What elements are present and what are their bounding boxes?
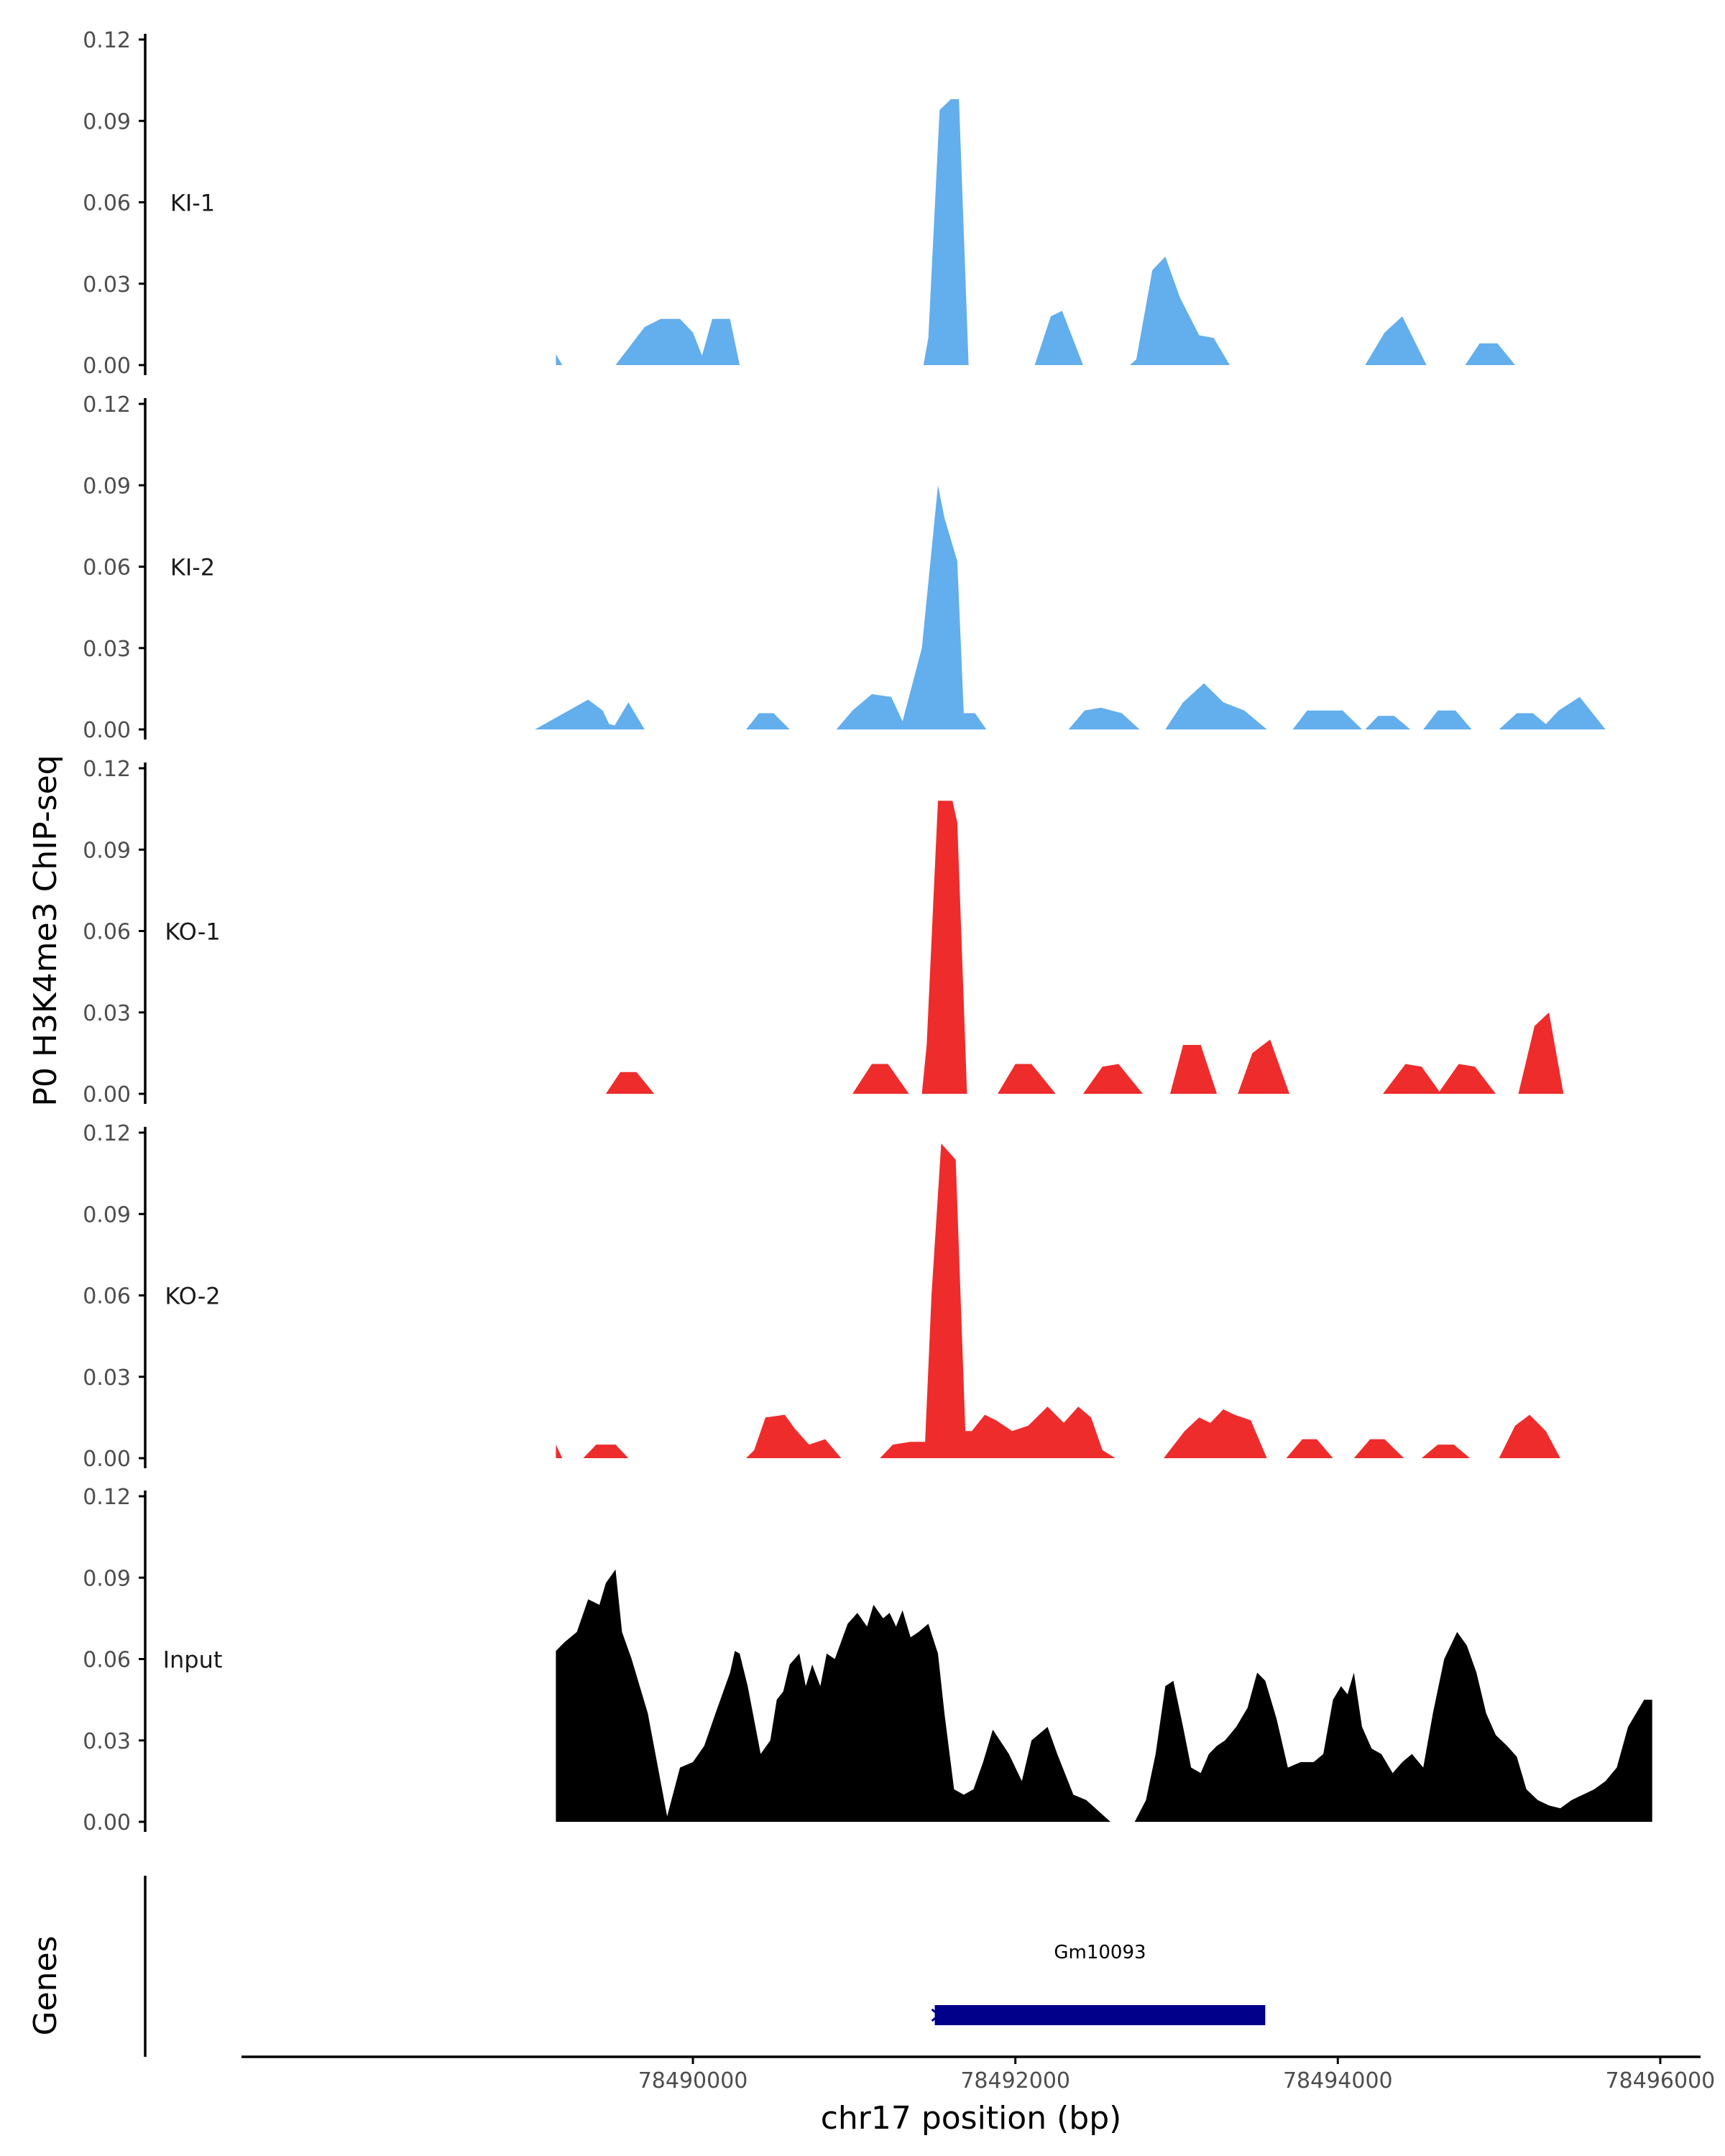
y-tick-label: 0.03 (83, 637, 131, 662)
y-tick-label: 0.06 (83, 191, 131, 216)
y-axis-title: P0 H3K4me3 ChIP-seq (27, 755, 64, 1106)
track-ki-2: 0.00 0.03 0.06 0.09 0.12 KI-2 (83, 392, 1606, 743)
y-tick-label: 0.06 (83, 1284, 131, 1309)
coverage-peak (746, 1414, 842, 1458)
coverage-peak (880, 1143, 1116, 1458)
coverage-peak (699, 318, 740, 365)
coverage-peak (1129, 257, 1230, 365)
y-tick-label: 0.00 (83, 1810, 131, 1835)
track-label: KO-1 (165, 918, 220, 946)
coverage-peak (1499, 1414, 1560, 1458)
coverage-peak (556, 354, 563, 365)
coverage-peak (612, 702, 645, 729)
track-input: 0.00 0.03 0.06 0.09 0.12 Input (83, 1485, 1652, 1835)
y-tick-label: 0.03 (83, 1365, 131, 1391)
coverage-peak (1170, 1045, 1218, 1094)
track-label: Input (163, 1646, 223, 1674)
y-tick-label: 0.09 (83, 474, 131, 499)
x-axis-ticks: 78490000 78492000 78494000 78496000 (638, 2057, 1716, 2093)
x-axis-title: chr17 position (bp) (821, 2100, 1122, 2137)
coverage-tracks: 0.00 0.03 0.06 0.09 0.12 KI-1 0.00 0.03 0.06 0.09… (83, 28, 1652, 1835)
coverage-peak (1465, 343, 1515, 365)
y-tick-label: 0.09 (83, 1566, 131, 1591)
coverage-peak (1082, 1064, 1143, 1094)
coverage-peak (1383, 1064, 1441, 1094)
coverage-peak (923, 99, 969, 365)
gene-body (934, 2005, 1266, 2025)
coverage-peak (998, 1064, 1056, 1094)
x-tick-label: 78492000 (960, 2068, 1070, 2093)
coverage-peak (1353, 1439, 1404, 1458)
coverage-peak (1365, 316, 1427, 365)
coverage-peak (583, 1445, 629, 1458)
gene-track: Genes Gm10093 (27, 1876, 1266, 2057)
y-tick-label: 0.12 (83, 392, 131, 418)
y-tick-label: 0.06 (83, 1648, 131, 1673)
y-tick-label: 0.00 (83, 354, 131, 379)
y-tick-label: 0.06 (83, 920, 131, 945)
coverage-peak (1421, 1445, 1471, 1458)
y-tick-label: 0.09 (83, 1202, 131, 1227)
y-tick-label: 0.09 (83, 838, 131, 863)
track-label: KI-1 (170, 190, 215, 217)
y-tick-label: 0.12 (83, 757, 131, 782)
coverage-peak (1238, 1039, 1289, 1094)
coverage-peak (1438, 1064, 1496, 1094)
coverage-peak (746, 713, 790, 729)
y-tick-label: 0.00 (83, 718, 131, 743)
x-tick-label: 78490000 (638, 2068, 748, 2093)
y-tick-label: 0.03 (83, 1001, 131, 1026)
coverage-peak (1365, 716, 1411, 729)
y-tick-label: 0.12 (83, 1121, 131, 1146)
coverage-peak (1499, 713, 1552, 729)
x-tick-label: 78496000 (1606, 2068, 1716, 2093)
coverage-peak (836, 485, 987, 729)
track-ko-2: 0.00 0.03 0.06 0.09 0.12 KO-2 (83, 1121, 1560, 1472)
track-ki-1: 0.00 0.03 0.06 0.09 0.12 KI-1 (83, 28, 1515, 379)
coverage-peak (852, 1064, 909, 1094)
y-tick-label: 0.00 (83, 1447, 131, 1472)
coverage-peak (1134, 1631, 1652, 1822)
coverage-peak (556, 1569, 1110, 1822)
coverage-peak (1034, 310, 1083, 365)
y-tick-label: 0.09 (83, 109, 131, 134)
y-tick-label: 0.12 (83, 28, 131, 53)
y-tick-label: 0.12 (83, 1485, 131, 1510)
gene-label: Gm10093 (1054, 1942, 1146, 1963)
track-label: KI-2 (170, 554, 215, 581)
y-tick-label: 0.03 (83, 1729, 131, 1754)
strand-arrow (931, 2008, 941, 2022)
x-tick-label: 78494000 (1283, 2068, 1393, 2093)
y-tick-label: 0.03 (83, 272, 131, 298)
coverage-peak (1540, 696, 1606, 729)
gene-track-title: Genes (27, 1935, 64, 2035)
coverage-peak (535, 699, 642, 729)
coverage-peak (556, 1445, 563, 1458)
track-ko-1: 0.00 0.03 0.06 0.09 0.12 KO-1 (83, 757, 1564, 1107)
coverage-peak (1068, 707, 1140, 729)
coverage-peak (1518, 1012, 1564, 1094)
coverage-peak (1165, 683, 1267, 729)
coverage-peak (1423, 710, 1472, 729)
coverage-peak (1292, 710, 1362, 729)
y-tick-label: 0.00 (83, 1082, 131, 1107)
coverage-peak (921, 801, 967, 1094)
coverage-peak (605, 1072, 655, 1094)
y-tick-label: 0.06 (83, 556, 131, 581)
coverage-peak (1286, 1439, 1333, 1458)
track-label: KO-2 (165, 1283, 220, 1310)
coverage-peak (1164, 1409, 1267, 1458)
gene-features: Gm10093 (931, 1942, 1266, 2025)
coverage-peak (615, 318, 706, 365)
x-axis: 78490000 78492000 78494000 78496000 chr17 p… (242, 2055, 1716, 2137)
